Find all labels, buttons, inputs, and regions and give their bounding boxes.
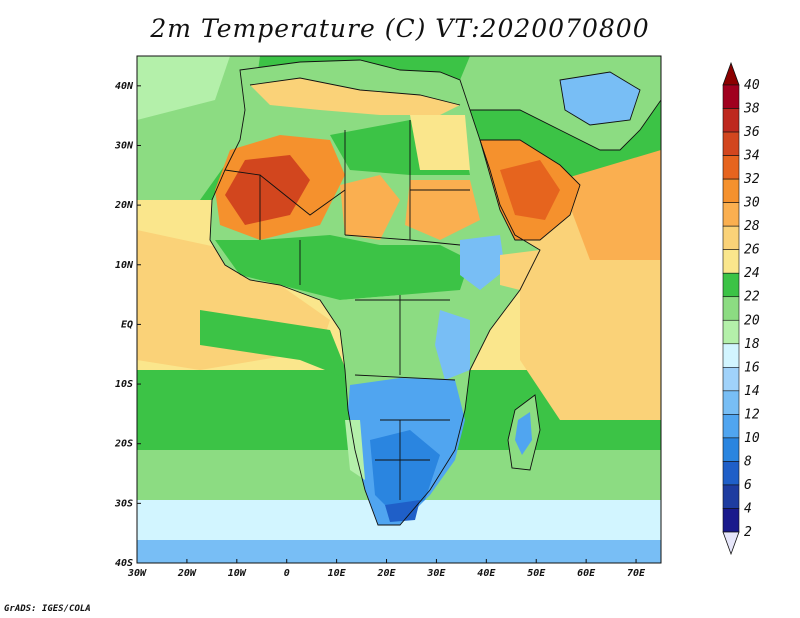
colorbar-level-label: 34 [743, 149, 760, 164]
congo-basin [340, 295, 470, 375]
central-sahara-hot [340, 175, 400, 240]
southern-africa-colder [370, 430, 440, 515]
arabian-sea-warm [560, 150, 661, 260]
temperature-map: 30W 20W 10W 0 10E 20E 30E 40E 50E 60E 70E 40N 30N 20N… [114, 55, 760, 579]
colorbar-swatch [722, 319, 740, 345]
colorbar-swatch [722, 272, 740, 298]
software-credit: GrADS: IGES/COLA [4, 604, 91, 614]
colorbar-swatch [722, 108, 740, 133]
lesotho-cold [385, 500, 420, 522]
lat-tick-label: 30N [114, 140, 134, 151]
lat-tick-label: 40S [115, 558, 133, 569]
colorbar-level-label: 2 [744, 525, 752, 540]
lon-tick-label: 10W [228, 568, 247, 579]
colorbar-swatch [722, 390, 740, 415]
country-borders [209, 59, 661, 526]
lon-tick-label: 70E [627, 568, 646, 579]
lat-tick-label: 40N [115, 81, 134, 92]
colorbar-level-label: 12 [744, 407, 760, 422]
north-atlantic-cooler [137, 56, 230, 120]
colorbar-swatch [722, 437, 740, 462]
ocean-southern [137, 540, 661, 563]
lon-tick-label: 60E [577, 568, 596, 579]
horn-warm [500, 250, 540, 290]
egypt-warm [410, 115, 470, 170]
sudan-hot [405, 180, 480, 240]
lat-tick-label: 10N [115, 260, 134, 271]
colorbar-min-arrow [722, 531, 740, 556]
colorbar-swatch [722, 343, 740, 368]
colorbar-level-label: 4 [744, 501, 752, 516]
colorbar-swatch [722, 249, 740, 274]
ethiopian-highlands [460, 235, 505, 290]
colorbar-level-label: 24 [744, 266, 760, 281]
mediterranean-sea [250, 78, 460, 115]
colorbar-level-label: 40 [744, 78, 760, 93]
lon-tick-label: 40E [477, 568, 496, 579]
lon-tick-label: 10E [328, 568, 347, 579]
colorbar-swatch [722, 202, 740, 227]
colorbar-level-label: 36 [743, 125, 760, 140]
colorbar-level-label: 10 [744, 431, 760, 446]
colorbar-level-label: 16 [744, 360, 760, 375]
colorbar: 40 38 36 34 32 30 28 26 24 22 20 18 16 14 12 10 8 6 4 2 [722, 61, 760, 556]
lon-tick-label: 50E [527, 568, 546, 579]
colorbar-level-label: 26 [744, 243, 760, 258]
lon-tick-label: 30E [426, 568, 446, 579]
colorbar-level-label: 6 [744, 478, 752, 493]
plot-frame [136, 55, 662, 564]
lat-tick-label: 20N [114, 200, 134, 211]
atlantic-cool-tongue [200, 310, 350, 380]
colorbar-swatch [722, 296, 740, 321]
east-africa-lakes [435, 310, 470, 380]
colorbar-level-label: 14 [744, 384, 760, 399]
lat-tick-label: 30S [114, 498, 133, 509]
colorbar-swatch [722, 178, 740, 203]
colorbar-swatch [722, 367, 740, 392]
colorbar-max-arrow [722, 61, 740, 86]
colorbar-level-label: 8 [744, 454, 752, 469]
colorbar-swatch [722, 225, 740, 250]
lon-tick-label: 20E [376, 568, 396, 579]
colorbar-level-label: 20 [744, 313, 760, 328]
map-title: 2m Temperature (C) VT:2020070800 [150, 14, 650, 43]
colorbar-level-label: 30 [743, 196, 760, 211]
colorbar-swatch [722, 84, 740, 109]
iran-highlands [560, 72, 640, 125]
colorbar-level-label: 32 [743, 172, 760, 187]
lon-tick-label: 30W [127, 568, 147, 579]
colorbar-level-label: 38 [743, 102, 760, 117]
colorbar-swatch [722, 484, 740, 509]
lat-tick-label: 10S [115, 379, 133, 390]
colorbar-swatch [722, 131, 740, 156]
colorbar-swatch [722, 461, 740, 486]
west-sahara-core [225, 155, 310, 225]
colorbar-level-label: 22 [744, 290, 760, 305]
madagascar-highlands [515, 412, 532, 455]
colorbar-swatch [722, 508, 740, 533]
colorbar-level-label: 18 [744, 337, 760, 352]
lon-tick-label: 20W [177, 568, 197, 579]
axis-ticks: 30W 20W 10W 0 10E 20E 30E 40E 50E 60E 70E 40N 30N 20N… [114, 81, 646, 579]
lon-tick-label: 0 [284, 568, 290, 579]
arabia-hot-core [500, 160, 560, 220]
colorbar-swatch [722, 414, 740, 439]
colorbar-swatch [722, 155, 740, 180]
colorbar-level-label: 28 [744, 219, 760, 234]
lat-tick-label: 20S [114, 439, 133, 450]
plot-area [137, 56, 661, 563]
sahel-band [215, 235, 470, 300]
lat-tick-label: EQ [121, 319, 133, 330]
